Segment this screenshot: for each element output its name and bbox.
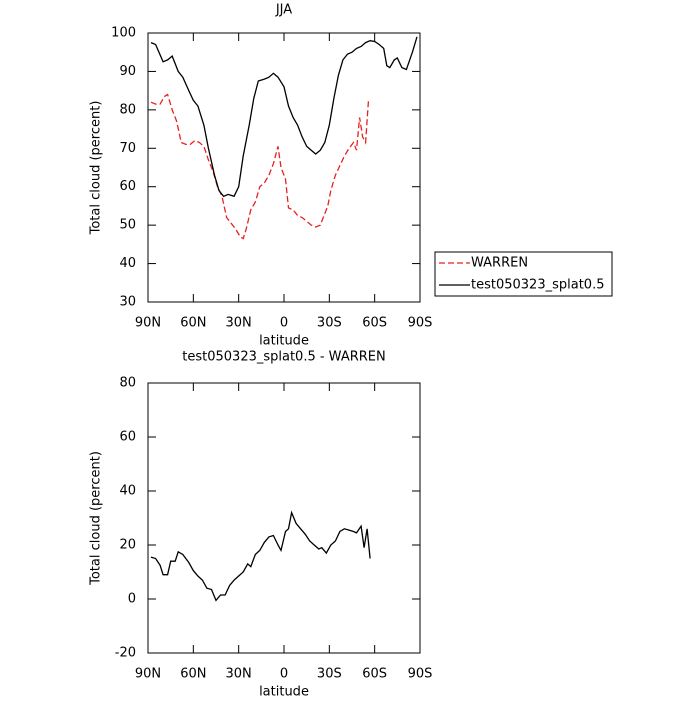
y-tick-label: 50 bbox=[119, 218, 136, 233]
x-tick-label: 60N bbox=[180, 667, 206, 682]
y-axis-label: Total cloud (percent) bbox=[89, 451, 104, 586]
y-tick-label: -20 bbox=[115, 646, 136, 661]
x-tick-label: 60S bbox=[362, 316, 387, 331]
y-tick-label: 60 bbox=[119, 430, 136, 445]
x-axis-label: latitude bbox=[259, 685, 309, 700]
y-tick-label: 40 bbox=[119, 484, 136, 499]
legend-frame bbox=[434, 251, 613, 297]
chart-title: JJA bbox=[275, 3, 292, 18]
y-tick-label: 80 bbox=[119, 376, 136, 391]
x-tick-label: 0 bbox=[280, 316, 288, 331]
data-line bbox=[150, 36, 418, 198]
y-tick-label: 80 bbox=[119, 102, 136, 117]
y-tick-label: 0 bbox=[128, 592, 136, 607]
x-tick-label: 90S bbox=[408, 316, 433, 331]
x-tick-label: 60N bbox=[180, 316, 206, 331]
x-axis-label: latitude bbox=[259, 334, 309, 349]
legend-label: test050323_splat0.5 bbox=[471, 278, 604, 293]
x-tick-label: 30S bbox=[317, 316, 342, 331]
y-tick-label: 40 bbox=[119, 256, 136, 271]
plot-frame bbox=[147, 382, 421, 654]
y-tick-label: 20 bbox=[119, 538, 136, 553]
data-line bbox=[150, 510, 371, 602]
plot-frame bbox=[147, 32, 421, 303]
x-tick-label: 60S bbox=[362, 667, 387, 682]
y-tick-label: 60 bbox=[119, 179, 136, 194]
chart-title: test050323_splat0.5 - WARREN bbox=[182, 350, 385, 365]
y-tick-label: 70 bbox=[119, 141, 136, 156]
x-tick-label: 90N bbox=[135, 667, 161, 682]
y-tick-label: 30 bbox=[119, 295, 136, 310]
y-tick-label: 100 bbox=[111, 26, 136, 41]
x-tick-label: 30N bbox=[226, 667, 252, 682]
x-tick-label: 30S bbox=[317, 667, 342, 682]
x-tick-label: 90N bbox=[135, 316, 161, 331]
x-tick-label: 90S bbox=[408, 667, 433, 682]
legend-label: WARREN bbox=[471, 256, 528, 271]
y-axis-label: Total cloud (percent) bbox=[89, 101, 104, 236]
y-tick-label: 90 bbox=[119, 64, 136, 79]
data-line bbox=[150, 93, 370, 240]
x-tick-label: 0 bbox=[280, 667, 288, 682]
x-tick-label: 30N bbox=[226, 316, 252, 331]
